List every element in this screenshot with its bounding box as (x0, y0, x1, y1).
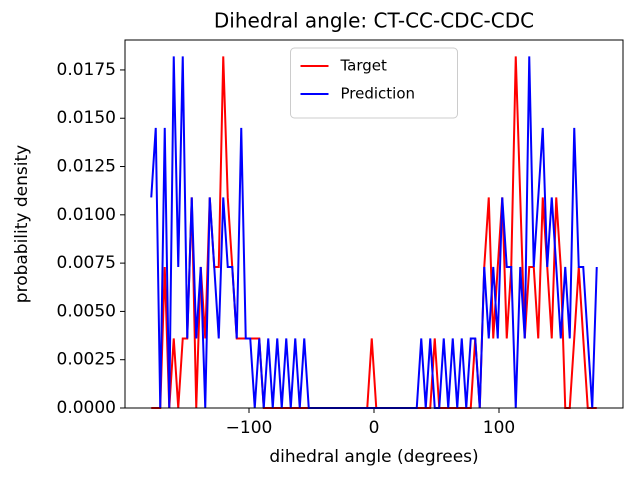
y-tick-label: 0.0050 (57, 301, 116, 321)
y-tick-label: 0.0175 (57, 60, 116, 80)
x-tick-label: −100 (226, 418, 273, 438)
y-tick-label: 0.0150 (57, 108, 116, 128)
legend-label: Target (340, 57, 388, 75)
legend-box (290, 47, 458, 119)
x-tick-label: 0 (369, 418, 380, 438)
data-line (151, 56, 597, 409)
y-tick-label: 0.0125 (57, 157, 116, 177)
y-tick-label: 0.0100 (57, 205, 116, 225)
x-tick-label: 100 (483, 418, 515, 438)
plot-frame (124, 39, 624, 409)
legend-label: Prediction (341, 85, 416, 103)
y-axis-label: probability density (12, 145, 32, 303)
y-tick-label: 0.0075 (57, 253, 116, 273)
chart-title: Dihedral angle: CT-CC-CDC-CDC (214, 9, 534, 33)
x-axis-label: dihedral angle (degrees) (269, 447, 478, 467)
y-tick-label: 0.0025 (57, 350, 116, 370)
y-tick-label: 0.0000 (57, 398, 116, 418)
